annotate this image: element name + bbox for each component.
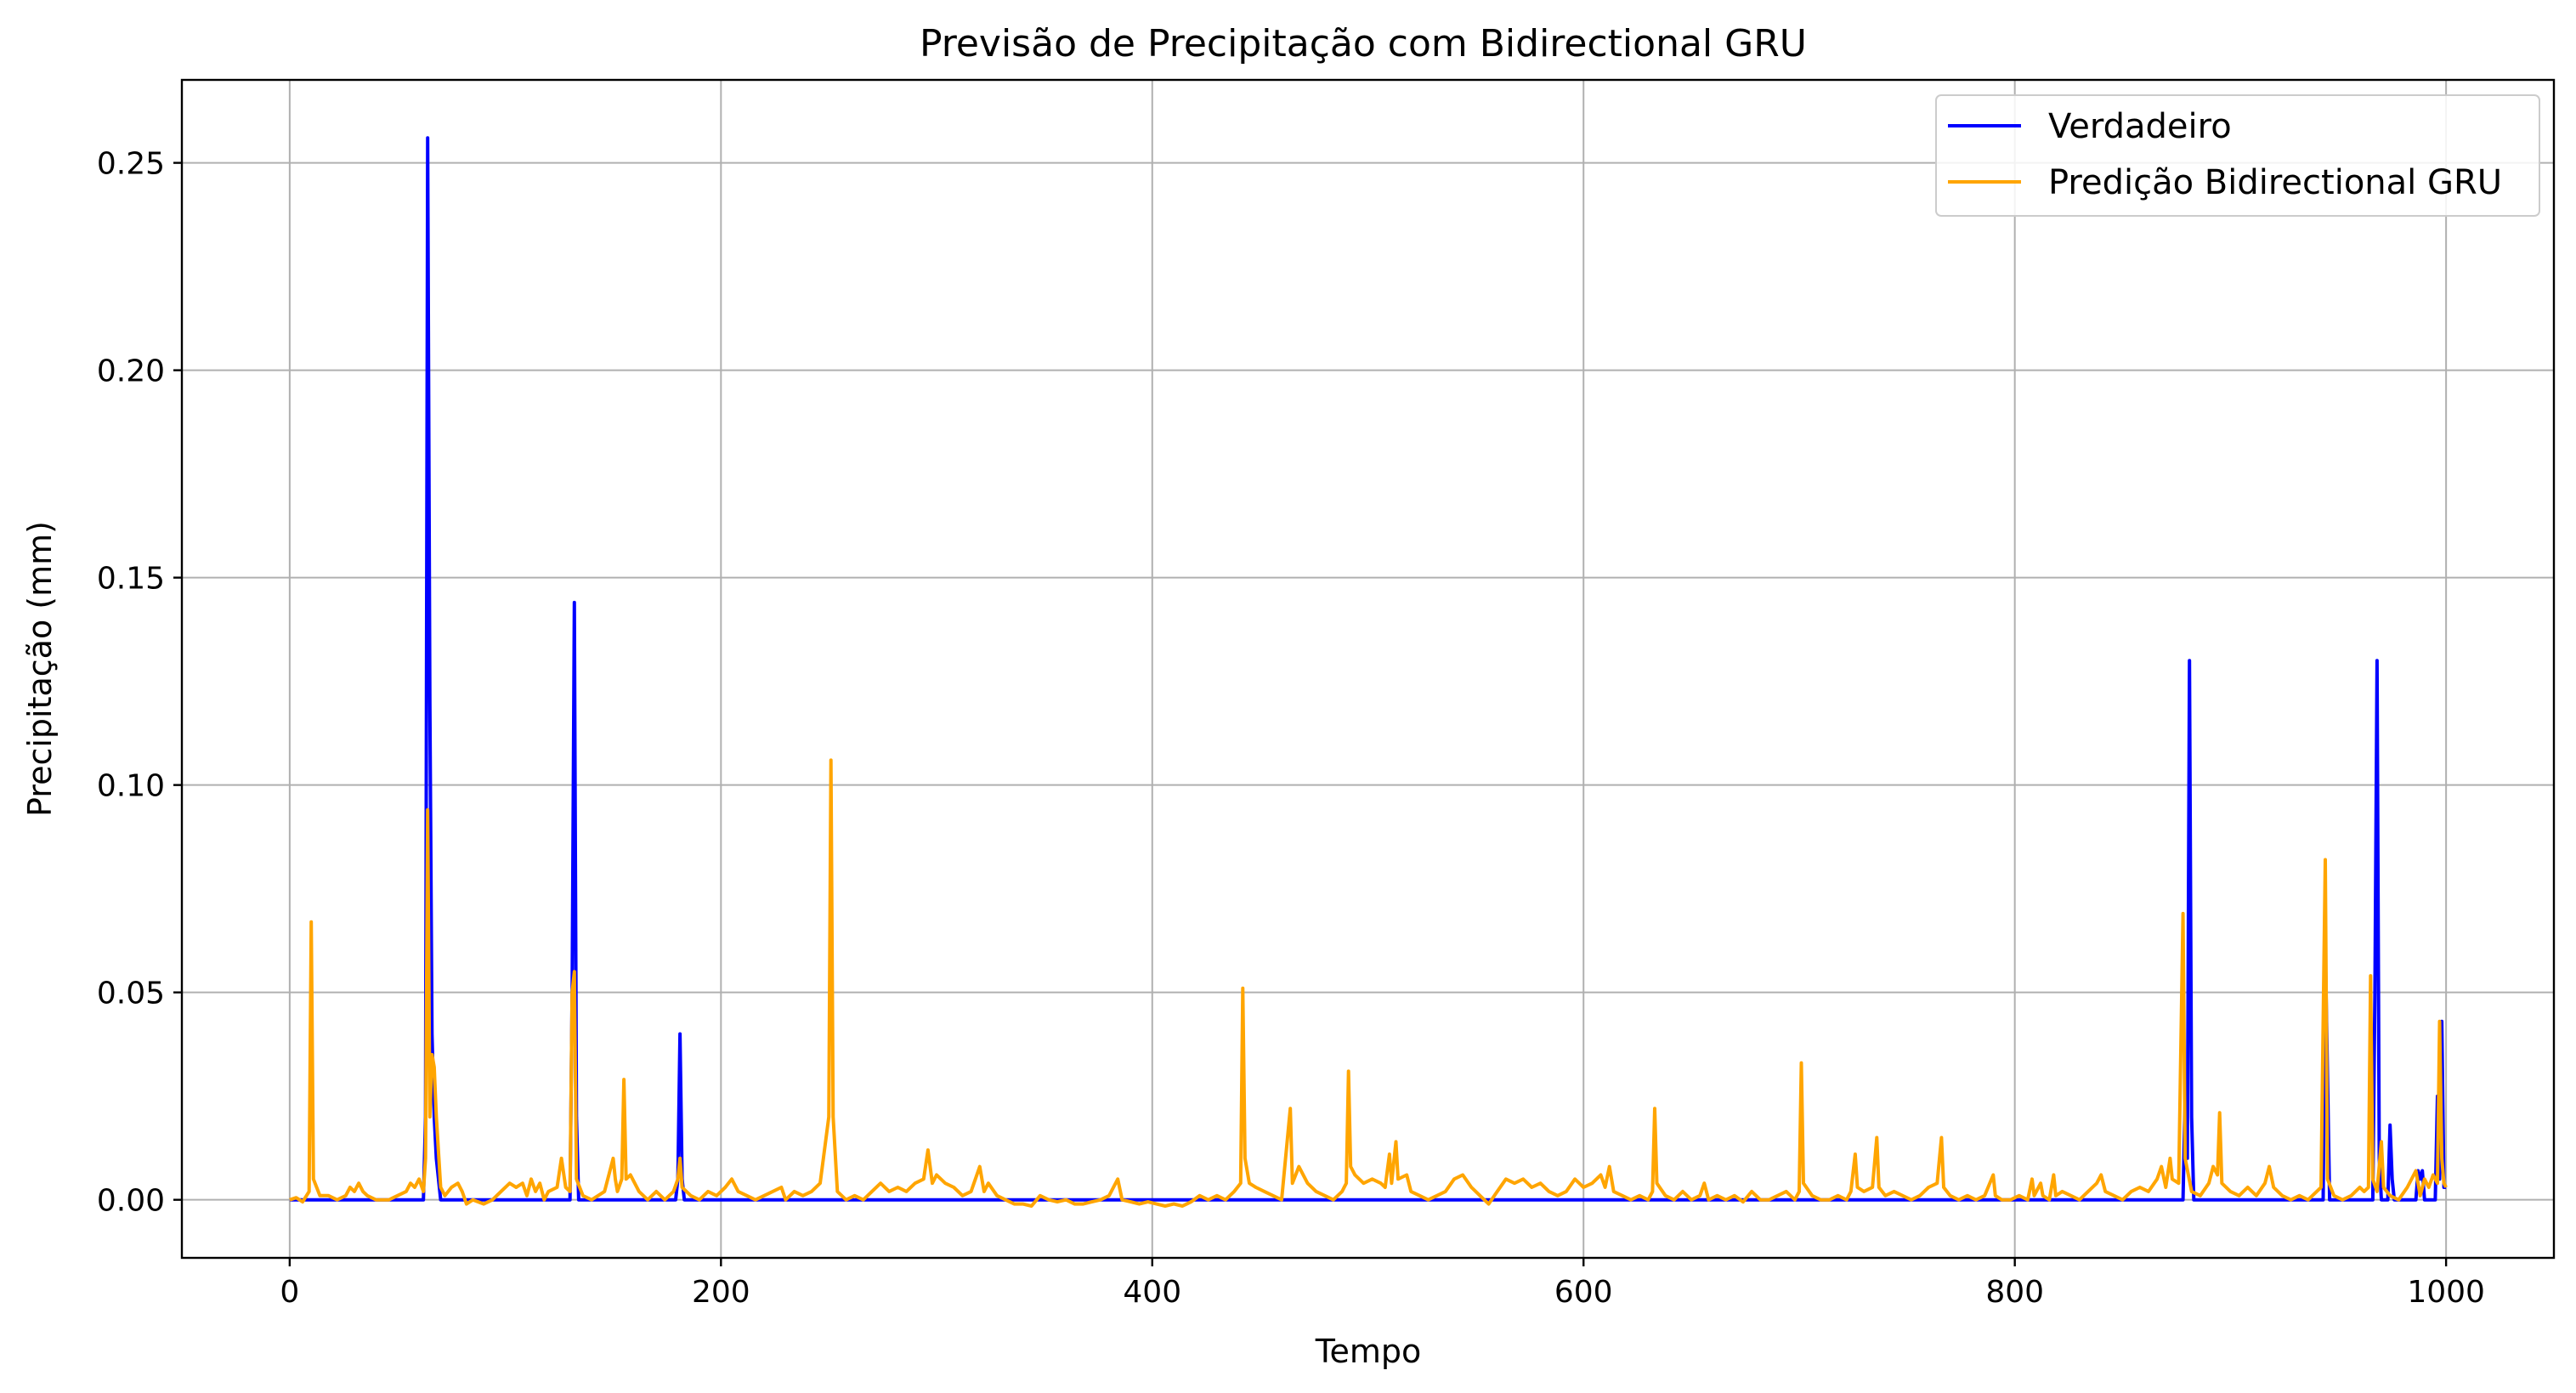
- y-tick-label: 0.00: [97, 1184, 165, 1219]
- y-tick-label: 0.15: [97, 562, 165, 597]
- legend: Verdadeiro Predição Bidirectional GRU: [1936, 95, 2539, 216]
- x-tick-label: 0: [280, 1275, 299, 1310]
- x-tick-label: 200: [692, 1275, 750, 1310]
- x-tick-label: 400: [1123, 1275, 1181, 1310]
- chart-title: Previsão de Precipitação com Bidirection…: [920, 22, 1807, 65]
- legend-label-verdadeiro: Verdadeiro: [2048, 107, 2232, 146]
- y-tick-label: 0.20: [97, 354, 165, 389]
- y-tick-label: 0.25: [97, 147, 165, 182]
- legend-label-predicao: Predição Bidirectional GRU: [2048, 163, 2502, 202]
- x-tick-label: 600: [1554, 1275, 1613, 1310]
- y-tick-label: 0.05: [97, 977, 165, 1011]
- y-axis-label: Precipitação (mm): [21, 521, 59, 817]
- y-tick-label: 0.10: [97, 769, 165, 804]
- x-tick-label: 1000: [2407, 1275, 2485, 1310]
- x-tick-label: 800: [1985, 1275, 2044, 1310]
- x-axis-label: Tempo: [1315, 1333, 1422, 1370]
